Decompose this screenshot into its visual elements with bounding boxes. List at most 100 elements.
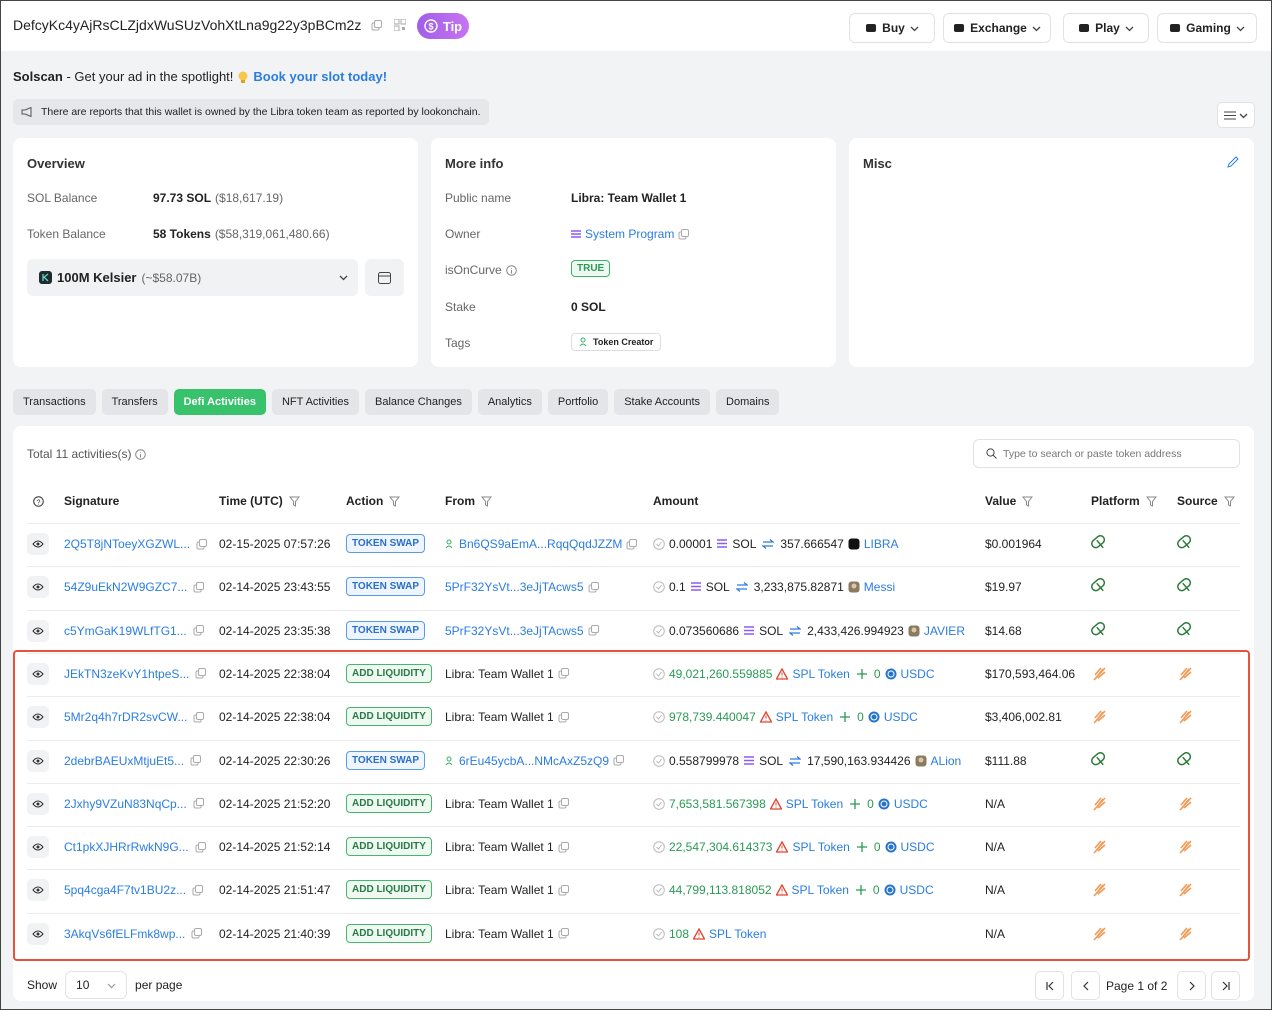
copy-icon: [191, 928, 203, 939]
tab[interactable]: NFT Activities: [271, 389, 359, 415]
column-title: Time (UTC): [219, 494, 283, 508]
icon-shape: [1224, 111, 1236, 119]
amount-in: 22,547,304.614373: [669, 840, 773, 855]
from-address[interactable]: 6rEu45ycbA...NMcAxZ5zQ9: [459, 753, 610, 768]
token-out[interactable]: USDC: [900, 840, 935, 855]
amount-out: 17,590,163.934426: [807, 753, 911, 768]
icon-shape: [42, 273, 49, 282]
column-title: From: [445, 494, 475, 508]
token-in[interactable]: SPL Token: [792, 666, 850, 681]
icon-shape: [424, 19, 438, 33]
view-button[interactable]: [27, 662, 49, 685]
next-page[interactable]: [1177, 971, 1206, 1000]
signature-cell: 2Jxhy9VZuN83NqCp...: [64, 797, 204, 811]
nav-button[interactable]: Play: [1063, 13, 1149, 43]
time-cell: 02-14-2025 21:51:47: [219, 883, 331, 898]
signature-link[interactable]: 54Z9uEkN2W9GZC7...: [64, 580, 188, 595]
tab[interactable]: Domains: [716, 389, 780, 415]
token-out[interactable]: USDC: [899, 883, 934, 898]
icon-shape: [954, 24, 965, 32]
token-out[interactable]: ALion: [930, 753, 962, 768]
icon-shape: [1093, 883, 1106, 897]
view-button[interactable]: [27, 922, 49, 945]
amount-cell: 0.1 SOL 3,233,875.82871 Messi: [653, 580, 895, 594]
token-in[interactable]: SPL Token: [709, 926, 767, 941]
signature-link[interactable]: 3AkqVs6fELFmk8wp...: [64, 926, 186, 941]
wallet-button[interactable]: [365, 259, 404, 296]
search-box[interactable]: Type to search or paste token address: [973, 439, 1240, 468]
icon-shape: [378, 271, 391, 284]
token-select[interactable]: 100M Kelsier (~$58.07B): [27, 259, 358, 296]
tab[interactable]: Analytics: [477, 389, 542, 415]
signature-link[interactable]: JEkTN3zeKvY1htpeS...: [64, 666, 190, 681]
token-in[interactable]: SPL Token: [785, 796, 844, 811]
token-in[interactable]: SPL Token: [792, 840, 850, 855]
signature-link[interactable]: 5pq4cga4F7tv1BU2z...: [64, 883, 187, 898]
icon-shape: [1082, 981, 1088, 990]
view-toggle[interactable]: [1217, 102, 1255, 128]
tab[interactable]: Portfolio: [547, 389, 609, 415]
view-button[interactable]: [27, 792, 49, 815]
info-label: isOnCurve: [445, 263, 502, 278]
icon-shape: [880, 800, 888, 808]
token-out[interactable]: USDC: [893, 796, 928, 811]
signature-link[interactable]: Ct1pkXJHRrRwkN9G...: [64, 840, 189, 855]
row-divider: [27, 912, 1240, 914]
signature-link[interactable]: c5YmGaK19WLfTG1...: [64, 623, 187, 638]
icon-shape: [1093, 840, 1106, 854]
view-button[interactable]: [27, 533, 49, 555]
nav-button[interactable]: Exchange: [943, 13, 1051, 43]
chevron: [107, 983, 116, 988]
tab[interactable]: Balance Changes: [364, 389, 472, 415]
token-in[interactable]: SPL Token: [775, 710, 834, 725]
icon-shape: [1223, 496, 1235, 507]
tab[interactable]: Defi Activities: [173, 389, 266, 415]
tab[interactable]: Transfers: [101, 389, 168, 415]
nav-label: Gaming: [1186, 21, 1231, 35]
owner-link[interactable]: System Program: [585, 227, 675, 242]
token-out[interactable]: USDC: [883, 710, 918, 725]
token-out[interactable]: USDC: [900, 666, 935, 681]
page-size-select[interactable]: 10: [65, 971, 128, 999]
tab[interactable]: Stake Accounts: [614, 389, 711, 415]
from-address[interactable]: 5PrF32YsVt...3eJjTAcws5: [445, 580, 584, 595]
tab[interactable]: Transactions: [13, 389, 96, 415]
signature-link[interactable]: 2Jxhy9VZuN83NqCp...: [64, 796, 187, 811]
ad-link[interactable]: Book your slot today!: [253, 69, 388, 84]
prev-page[interactable]: [1071, 971, 1100, 1000]
view-button[interactable]: [27, 619, 49, 642]
token-in[interactable]: SPL Token: [791, 883, 849, 898]
signature-link[interactable]: 2Q5T8jNToeyXGZWL...: [64, 537, 191, 551]
from-address[interactable]: 5PrF32YsVt...3eJjTAcws5: [445, 623, 584, 638]
from-address[interactable]: Bn6QS9aEmA...RqqQqdJZZM: [459, 537, 623, 551]
nav-button[interactable]: Buy: [849, 13, 935, 43]
view-button[interactable]: [27, 706, 49, 729]
view-button[interactable]: [27, 836, 49, 859]
token-out[interactable]: LIBRA: [863, 537, 899, 551]
value-cell: N/A: [985, 926, 1006, 941]
last-page[interactable]: [1211, 971, 1240, 1000]
signature-link[interactable]: 5Mr2q4h7rDR2svCW...: [64, 710, 188, 725]
icon-shape: [560, 711, 569, 720]
platform-icon: [1093, 667, 1106, 681]
tip-button[interactable]: $ Tip: [417, 13, 469, 39]
icon-shape: [197, 841, 206, 850]
view-button[interactable]: [27, 749, 49, 772]
view-button[interactable]: [27, 879, 49, 902]
row-divider: [27, 782, 1240, 784]
column-title: Signature: [64, 494, 120, 508]
icon-shape: [653, 841, 665, 853]
token-out[interactable]: JAVIER: [923, 623, 965, 638]
token-out[interactable]: Messi: [863, 580, 896, 595]
tag: Token Creator: [571, 332, 662, 351]
view-button[interactable]: [27, 576, 49, 599]
card-title: Overview: [27, 156, 85, 171]
icon-shape: [36, 845, 40, 849]
signature-link[interactable]: 2debrBAEUxMtjuEt5...: [64, 753, 185, 768]
time-cell: 02-14-2025 21:52:14: [219, 840, 331, 855]
icon-shape: [885, 668, 896, 680]
icon-shape: [445, 545, 453, 549]
info-label: Tags: [445, 335, 471, 350]
first-page[interactable]: [1035, 971, 1064, 1000]
nav-button[interactable]: Gaming: [1157, 13, 1257, 43]
